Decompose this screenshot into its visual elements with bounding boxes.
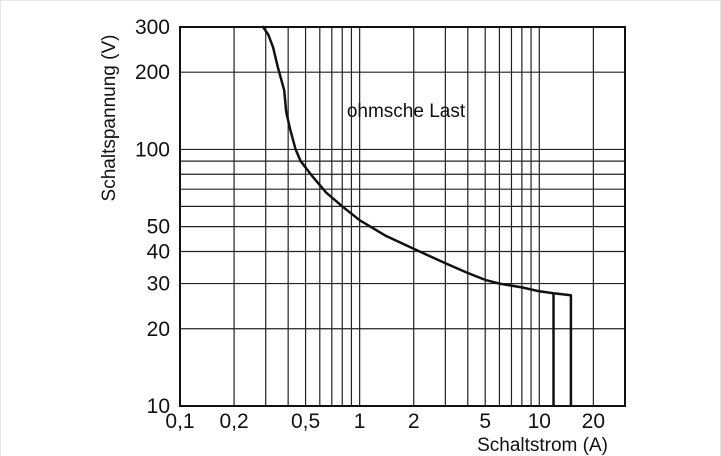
y-tick-label: 100	[135, 138, 170, 161]
y-tick-label: 50	[147, 216, 170, 239]
x-tick-label: 20	[582, 410, 605, 433]
x-tick-label: 0,2	[219, 410, 248, 433]
y-tick-label: 10	[147, 395, 170, 418]
curve-group	[261, 25, 573, 406]
x-axis-label: Schaltstrom (A)	[477, 435, 608, 456]
y-tick-label: 300	[135, 16, 170, 39]
x-tick-label: 1	[354, 410, 366, 433]
x-tick-label: 0,1	[165, 410, 194, 433]
frame-left	[0, 0, 1, 456]
frame-top	[0, 0, 721, 1]
y-axis-label: Schaltspannung (V)	[99, 35, 120, 202]
y-tick-label: 200	[135, 61, 170, 84]
y-tick-label: 20	[147, 318, 170, 341]
x-tick-label: 5	[479, 410, 491, 433]
grid-lines	[179, 26, 626, 407]
x-tick-label: 2	[408, 410, 420, 433]
boundary-curve	[261, 25, 573, 297]
x-tick-labels: 0,1 0,2 0,5 1 2 5 10 20	[165, 410, 605, 433]
y-tick-label: 40	[147, 241, 170, 264]
x-tick-label: 0,5	[291, 410, 320, 433]
annotation-label: ohmsche Last	[347, 101, 466, 122]
y-tick-label: 30	[147, 273, 170, 296]
plot-border	[179, 26, 626, 407]
x-tick-label: 10	[528, 410, 551, 433]
